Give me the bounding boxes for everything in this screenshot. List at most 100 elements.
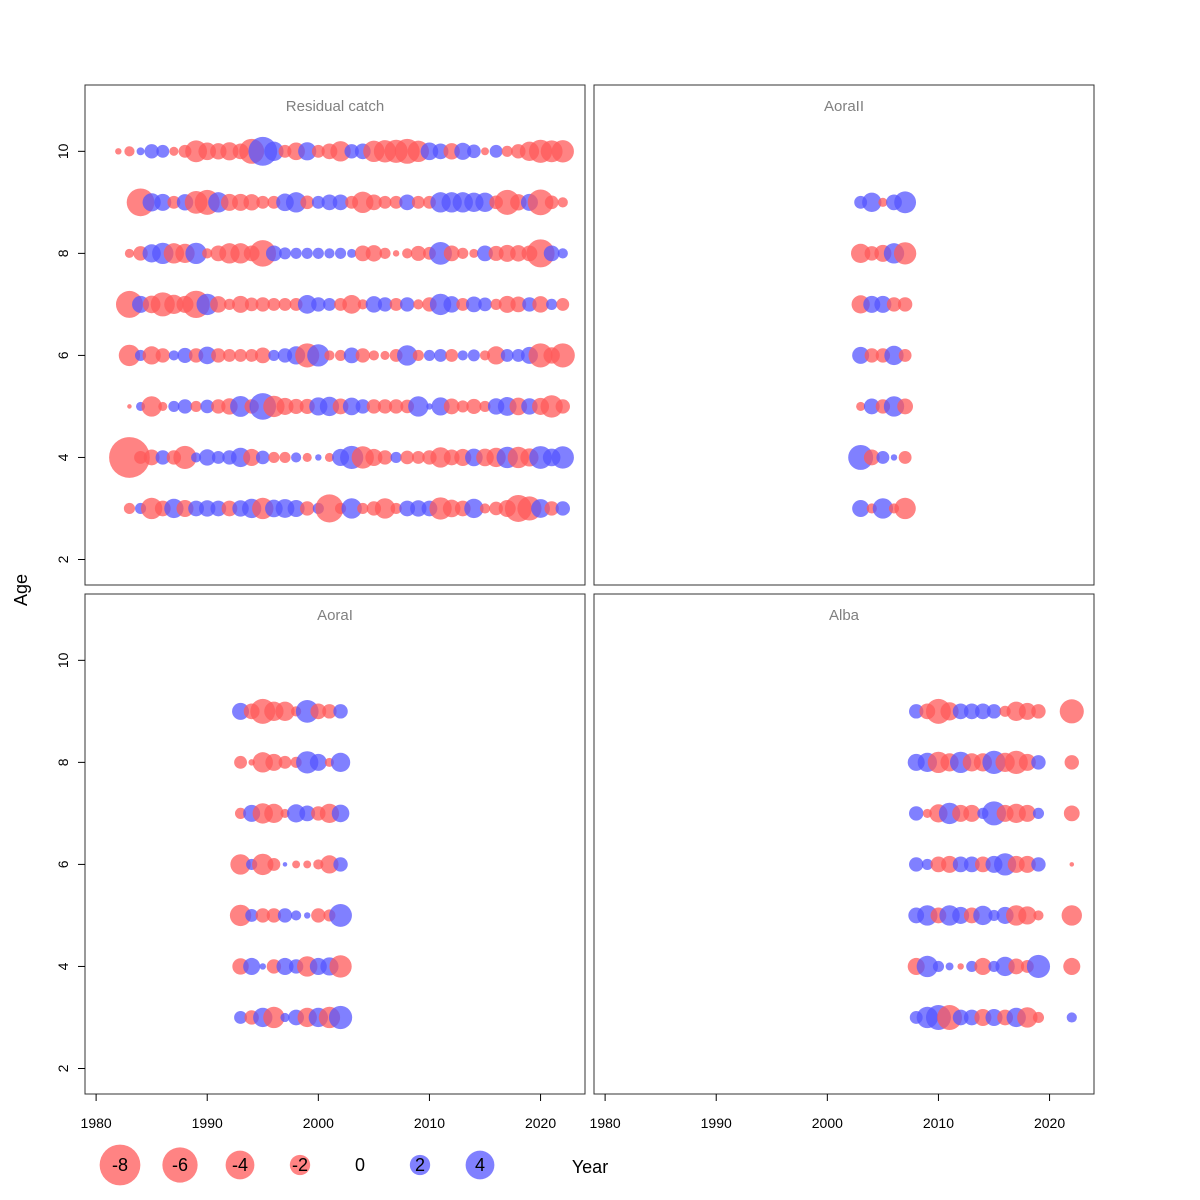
- bubble: [897, 297, 913, 312]
- bubble: [442, 499, 461, 518]
- bubble: [232, 295, 250, 313]
- x-tick-label: 1990: [192, 1115, 223, 1131]
- bubble: [278, 247, 292, 260]
- bubble: [234, 348, 247, 362]
- bubble: [400, 450, 415, 465]
- bubble: [256, 195, 270, 209]
- bubble: [168, 400, 180, 413]
- bubble: [243, 957, 261, 975]
- bubble: [185, 242, 207, 265]
- bubble: [443, 245, 460, 262]
- bubble: [922, 808, 932, 818]
- bubble: [1031, 704, 1046, 719]
- bubble: [420, 142, 439, 161]
- bubble: [291, 452, 302, 463]
- bubble: [290, 247, 302, 259]
- y-tick-label: 2: [55, 1064, 71, 1072]
- bubble: [1031, 857, 1046, 872]
- bubble: [377, 399, 393, 414]
- bubble: [307, 344, 330, 367]
- y-tick-label: 10: [55, 143, 71, 159]
- bubble: [311, 908, 326, 923]
- bubble: [388, 399, 404, 414]
- bubble: [546, 298, 558, 310]
- bubble: [266, 245, 282, 262]
- bubble: [937, 1004, 963, 1030]
- bubble: [109, 437, 150, 478]
- y-tick-label: 8: [55, 249, 71, 257]
- panel-frame: [593, 593, 1095, 1095]
- bubble: [328, 1005, 353, 1030]
- bubble: [300, 501, 315, 516]
- bubble: [898, 348, 912, 362]
- bubble: [890, 454, 898, 461]
- bubble: [210, 296, 227, 313]
- bubble: [478, 297, 492, 312]
- bubble: [366, 399, 382, 414]
- bubble: [220, 142, 239, 161]
- bubble: [851, 243, 871, 264]
- bubble: [311, 297, 326, 312]
- bubble: [223, 298, 236, 310]
- legend-label: -6: [172, 1155, 188, 1175]
- bubble: [454, 142, 472, 160]
- bubble: [500, 348, 514, 362]
- bubble: [303, 860, 312, 869]
- bubble: [952, 703, 969, 720]
- bubble: [412, 349, 424, 361]
- bubble: [245, 348, 259, 362]
- bubble: [118, 344, 141, 367]
- bubble: [333, 857, 348, 872]
- bubble: [169, 146, 179, 156]
- bubble: [267, 857, 281, 871]
- bubble: [265, 753, 283, 771]
- bubble: [334, 247, 347, 259]
- bubble: [909, 704, 924, 719]
- bubble: [259, 963, 266, 970]
- bubble: [199, 449, 216, 466]
- bubble: [963, 856, 980, 873]
- bubble: [230, 854, 251, 875]
- bubble: [355, 348, 370, 363]
- y-tick-label: 6: [55, 351, 71, 359]
- bubble: [229, 904, 252, 927]
- panel-2: AoraII: [593, 84, 1095, 586]
- bubble: [291, 910, 302, 921]
- bubble: [550, 343, 575, 368]
- bubble: [292, 860, 301, 869]
- bubble: [301, 247, 313, 259]
- bubble: [389, 195, 403, 209]
- bubble: [1018, 855, 1036, 873]
- bubble: [199, 500, 216, 517]
- bubble: [211, 451, 225, 464]
- bubble: [211, 348, 226, 363]
- bubble: [477, 245, 493, 262]
- bubble: [285, 192, 307, 213]
- x-tick-label: 1980: [590, 1115, 621, 1131]
- bubble: [155, 348, 170, 363]
- bubble: [255, 450, 270, 465]
- bubble: [957, 963, 964, 970]
- bubble: [945, 962, 954, 971]
- bubble: [941, 855, 959, 873]
- bubble: [277, 908, 293, 923]
- bubble: [300, 195, 315, 210]
- bubble: [489, 144, 503, 158]
- bubble: [921, 858, 933, 870]
- bubble: [309, 753, 327, 771]
- bubble: [1018, 753, 1036, 771]
- bubble: [544, 501, 559, 516]
- bubble: [467, 144, 481, 159]
- bubble: [510, 245, 527, 262]
- bubble: [191, 452, 202, 463]
- bubble: [264, 141, 284, 161]
- panel-1: Residual catch 2 4 6 8 10: [55, 84, 586, 586]
- bubble: [479, 400, 491, 413]
- y-tick-label: 10: [55, 652, 71, 668]
- bubble: [276, 957, 294, 975]
- x-tick-label: 1990: [701, 1115, 732, 1131]
- bubble: [916, 955, 939, 978]
- bubble: [176, 499, 194, 517]
- bubble: [268, 451, 280, 464]
